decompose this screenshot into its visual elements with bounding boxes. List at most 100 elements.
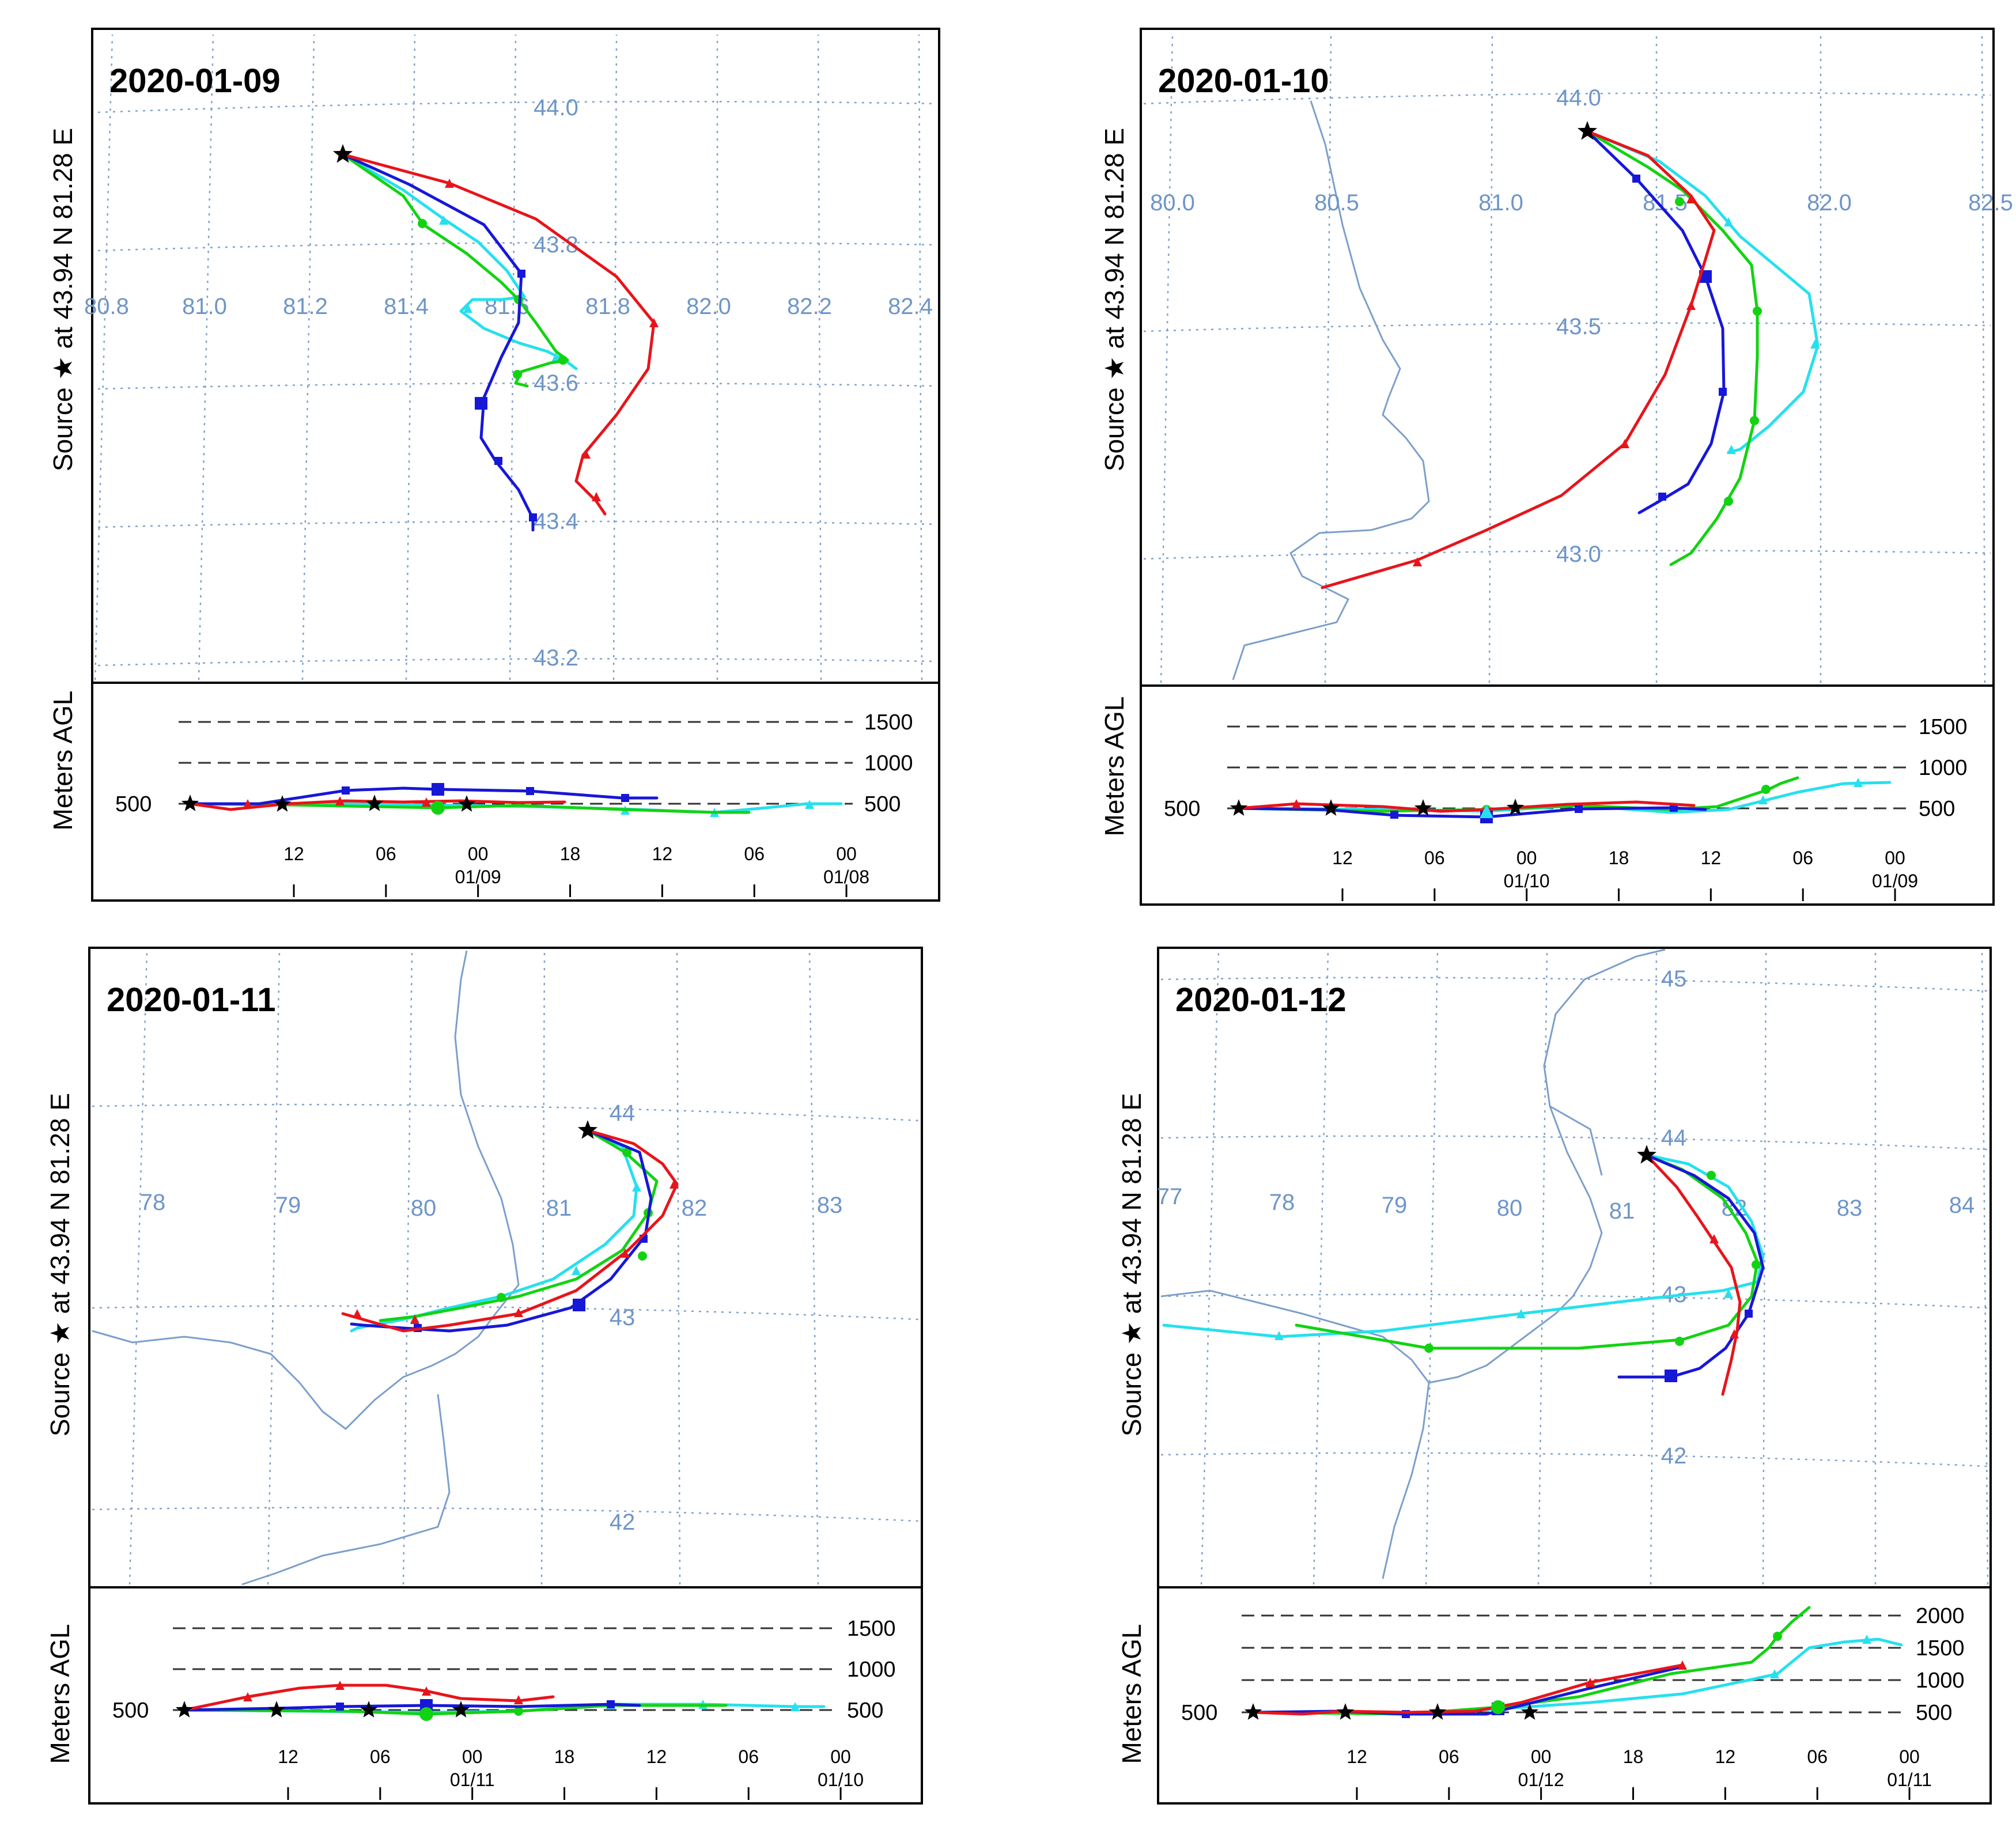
time-tick-label: 12	[646, 1746, 667, 1767]
cyan-triangle-marker	[805, 800, 814, 809]
start-star-marker	[1520, 1703, 1539, 1720]
blue-square-marker	[1658, 493, 1666, 501]
green-circle-marker	[1675, 197, 1684, 206]
trajectories	[341, 1120, 679, 1333]
source-axis-label: Source ★ at 43.94 N 81.28 E	[1099, 128, 1129, 471]
time-tick-label: 06	[370, 1746, 391, 1767]
red-trajectory-line	[341, 153, 656, 516]
height-axis-label: Meters AGL	[1099, 697, 1129, 837]
red-triangle-marker	[422, 1686, 431, 1696]
time-tick-label: 06	[1792, 848, 1813, 868]
green-circle-marker	[1761, 785, 1771, 794]
blue-trajectory-line	[341, 153, 535, 532]
latitude-label: 43	[610, 1305, 636, 1330]
cyan-triangle-marker	[1758, 795, 1768, 804]
panel-2020-01-09: 80.8 81.0 81.2 81.4 81.6 81.8 82.0 82.2 82.444.0…	[48, 28, 940, 902]
green-circle-marker	[1750, 416, 1759, 425]
red-triangle-marker	[353, 1309, 362, 1318]
start-star-marker	[1230, 799, 1248, 816]
longitude-label: 77	[1157, 1184, 1183, 1209]
height-level-label: 1500	[1919, 715, 1968, 739]
red-triangle-marker	[243, 799, 252, 808]
red-triangle-marker	[1292, 799, 1301, 808]
green-circle-marker	[622, 1148, 631, 1157]
parallel-line	[92, 1103, 920, 1122]
latitude-label: 44	[1661, 1125, 1687, 1151]
red-triangle-marker	[1730, 1329, 1739, 1338]
green-circle-marker	[513, 370, 522, 379]
date-label: 01/09	[1872, 871, 1918, 891]
start-star-marker	[452, 1701, 470, 1718]
time-tick-label: 12	[1715, 1746, 1736, 1767]
map-grid	[94, 34, 937, 680]
blue-square-marker	[573, 1299, 585, 1311]
map-grid	[92, 950, 920, 1585]
trajectories	[1162, 1145, 1765, 1396]
date-label: 01/09	[455, 867, 501, 887]
height-profiles	[181, 783, 843, 817]
green-trajectory-line	[1586, 130, 1759, 566]
cyan-trajectory-line	[1162, 1153, 1765, 1338]
height-frame	[1157, 1586, 1992, 1805]
green-height-line	[188, 802, 751, 814]
time-tick-label: 00	[1885, 848, 1905, 868]
start-star-marker	[1428, 1703, 1447, 1720]
parallel-line	[97, 241, 937, 252]
longitude-label: 83	[817, 1193, 843, 1218]
cyan-triangle-marker	[1810, 339, 1820, 349]
parallel-line	[92, 1305, 920, 1321]
cyan-triangle-marker	[790, 1702, 800, 1711]
time-tick-label: 06	[1439, 1746, 1459, 1767]
latitude-label: 44.0	[1556, 85, 1601, 111]
trajectories	[332, 144, 659, 532]
start-star-marker	[181, 795, 199, 811]
red-triangle-marker	[1709, 1234, 1719, 1243]
red-triangle-marker	[1620, 439, 1629, 448]
meridian-line	[1425, 950, 1439, 1585]
meridian-line	[1313, 950, 1329, 1585]
country-border	[1549, 1105, 1603, 1176]
red-triangle-marker	[422, 797, 431, 807]
parallel-line	[97, 101, 937, 114]
green-circle-marker	[1707, 1171, 1716, 1180]
parallel-line	[97, 658, 937, 667]
map-grid	[1143, 34, 1991, 683]
green-circle-marker	[1491, 1700, 1505, 1714]
blue-square-marker	[1575, 805, 1583, 813]
height-level-label: 1000	[864, 751, 913, 776]
parallel-line	[1143, 322, 1991, 332]
longitude-label: 80	[1497, 1196, 1523, 1221]
start-height-label: 500	[1164, 797, 1200, 821]
red-triangle-marker	[592, 492, 601, 501]
height-level-label: 1500	[864, 710, 913, 735]
time-tick-label: 18	[1623, 1746, 1644, 1767]
height-level-label: 500	[847, 1699, 883, 1723]
longitude-label: 81.0	[182, 294, 227, 319]
blue-square-marker	[494, 457, 502, 465]
meridian-line	[267, 950, 281, 1585]
blue-square-marker	[517, 270, 525, 278]
green-circle-marker	[638, 1251, 647, 1261]
meridian-line	[198, 34, 214, 680]
red-triangle-marker	[581, 449, 591, 459]
latitude-label: 42	[1661, 1443, 1687, 1469]
meridian-line	[1200, 950, 1220, 1585]
green-circle-marker	[514, 1707, 523, 1716]
blue-trajectory-line	[1586, 130, 1726, 515]
time-tick-label: 00	[1899, 1746, 1920, 1767]
red-triangle-marker	[1413, 557, 1422, 566]
red-triangle-marker	[621, 1249, 630, 1258]
cyan-triangle-marker	[1516, 1309, 1526, 1318]
red-triangle-marker	[514, 1695, 523, 1704]
start-star-marker	[267, 1701, 286, 1718]
cyan-triangle-marker	[1854, 778, 1863, 787]
start-star-marker	[175, 1701, 194, 1718]
panel-2020-01-12: 77 78 79 80 81 82 83 84454443422020-01-12Source…	[1117, 947, 1992, 1805]
date-label: 01/10	[818, 1769, 864, 1790]
country-border	[1232, 100, 1430, 680]
height-profiles	[1244, 1606, 1903, 1720]
start-star-marker	[273, 795, 292, 812]
parallel-line	[97, 382, 937, 390]
latitude-label: 43.6	[534, 370, 578, 396]
